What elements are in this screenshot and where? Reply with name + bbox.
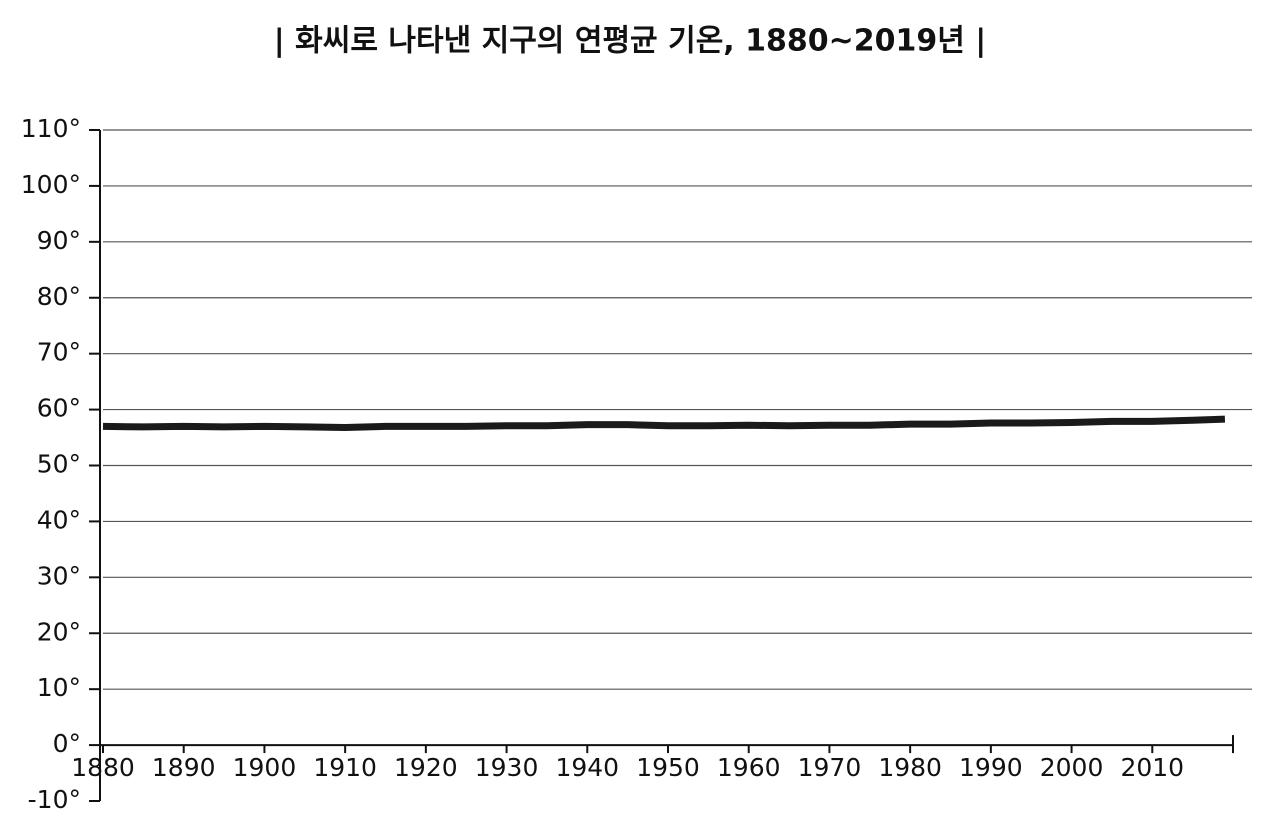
x-tick-label: 1890 <box>152 753 216 782</box>
x-tick-label: 1980 <box>878 753 942 782</box>
y-tick-label: 20° <box>37 617 81 646</box>
y-tick-label: 80° <box>37 282 81 311</box>
x-tick-label: 1990 <box>959 753 1023 782</box>
y-tick-label: 100° <box>21 170 81 199</box>
y-tick-label: 90° <box>37 226 81 255</box>
x-tick-label: 1950 <box>636 753 700 782</box>
y-tick-label: 10° <box>37 673 81 702</box>
x-tick-label: 1960 <box>717 753 781 782</box>
x-tick-label: 1970 <box>798 753 862 782</box>
y-tick-label: 0° <box>53 729 81 758</box>
y-tick-label: 50° <box>37 450 81 479</box>
x-tick-label: 2000 <box>1040 753 1104 782</box>
x-tick-label: 1880 <box>71 753 135 782</box>
y-tick-label: -10° <box>28 785 81 814</box>
x-tick-label: 1940 <box>555 753 619 782</box>
data-line <box>102 415 1226 431</box>
y-tick-label: 60° <box>37 394 81 423</box>
x-tick-label: 1910 <box>313 753 377 782</box>
x-tick-label: 1930 <box>475 753 539 782</box>
y-tick-label: 110° <box>21 114 81 143</box>
y-tick-label: 30° <box>37 561 81 590</box>
x-tick-label: 1900 <box>233 753 297 782</box>
x-tick-label: 1920 <box>394 753 458 782</box>
y-tick-label: 40° <box>37 505 81 534</box>
chart-title: | 화씨로 나타낸 지구의 연평균 기온, 1880~2019년 | <box>274 24 987 59</box>
x-tick-label: 2010 <box>1120 753 1184 782</box>
y-tick-label: 70° <box>37 338 81 367</box>
